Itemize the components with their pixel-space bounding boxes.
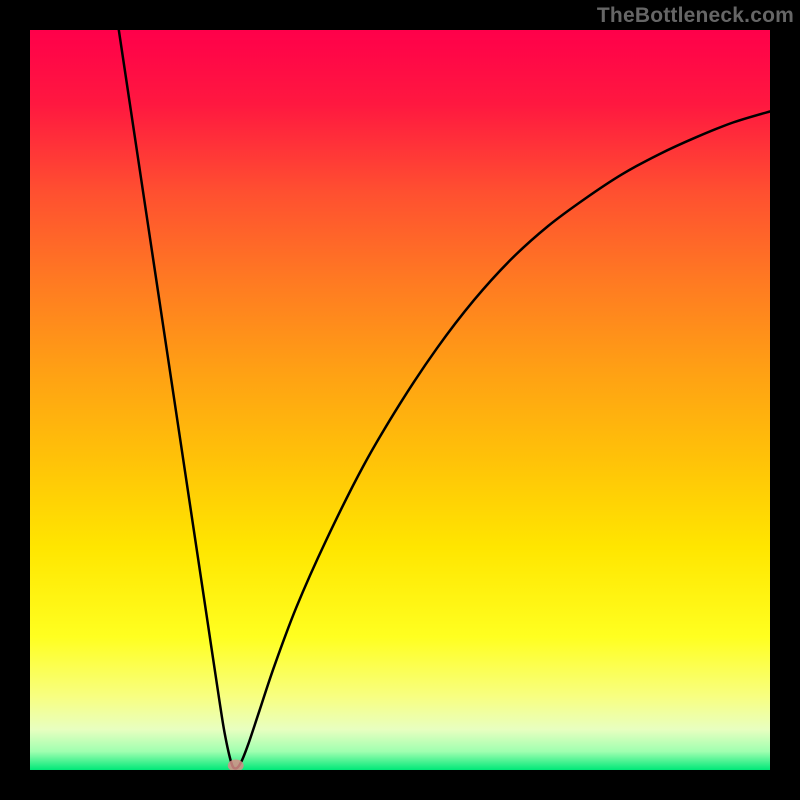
plot-area xyxy=(30,30,770,770)
chart-frame: TheBottleneck.com xyxy=(0,0,800,800)
bottleneck-curve xyxy=(30,30,770,770)
watermark-text: TheBottleneck.com xyxy=(597,4,794,28)
